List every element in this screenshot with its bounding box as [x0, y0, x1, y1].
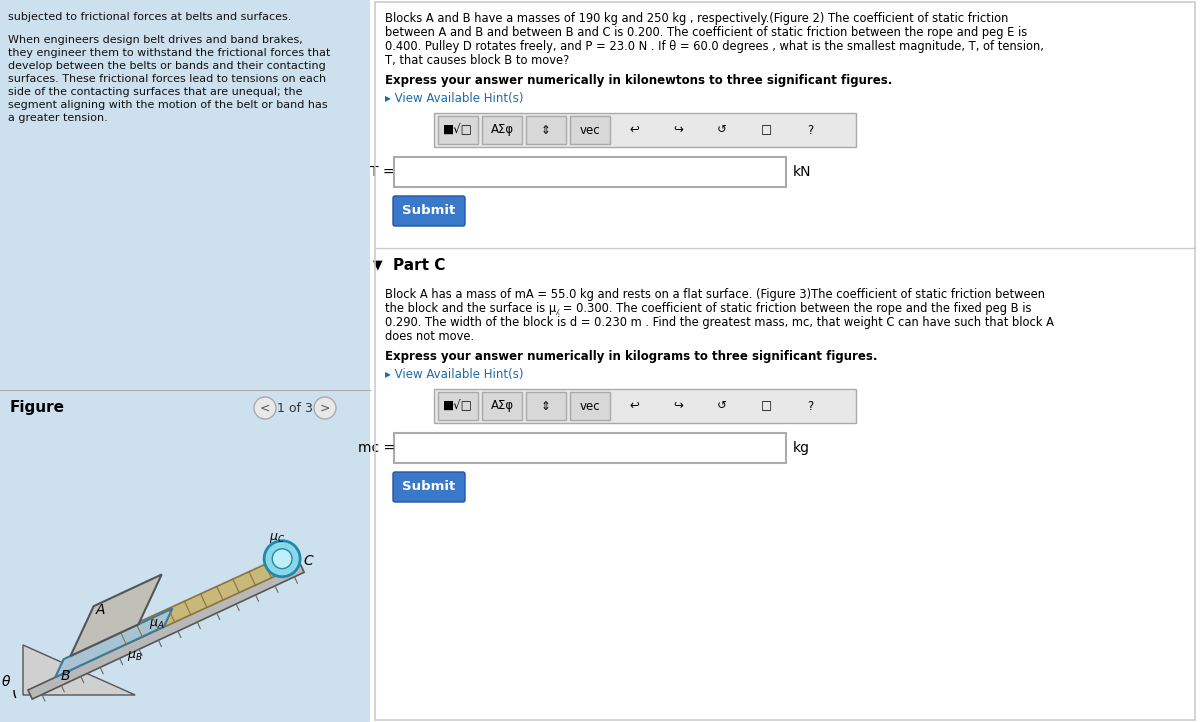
Polygon shape [71, 575, 162, 656]
Text: >: > [319, 401, 330, 414]
Text: mc =: mc = [358, 441, 395, 455]
Text: Express your answer numerically in kilonewtons to three significant figures.: Express your answer numerically in kilon… [385, 74, 893, 87]
Text: ■√□: ■√□ [443, 399, 473, 412]
Circle shape [254, 397, 276, 419]
Text: ⇕: ⇕ [541, 399, 551, 412]
Text: subjected to frictional forces at belts and surfaces.: subjected to frictional forces at belts … [8, 12, 292, 22]
FancyBboxPatch shape [526, 392, 566, 420]
FancyBboxPatch shape [438, 392, 478, 420]
Text: Express your answer numerically in kilograms to three significant figures.: Express your answer numerically in kilog… [385, 350, 877, 363]
Text: ↩: ↩ [629, 399, 638, 412]
Text: ■√□: ■√□ [443, 123, 473, 136]
Text: $\mu_C$: $\mu_C$ [269, 531, 286, 544]
Text: does not move.: does not move. [385, 330, 474, 343]
Text: AΣφ: AΣφ [491, 399, 514, 412]
Text: ?: ? [806, 399, 814, 412]
Text: Block A has a mass of mA = 55.0 kg and rests on a flat surface. (Figure 3)The co: Block A has a mass of mA = 55.0 kg and r… [385, 288, 1045, 301]
Text: ↪: ↪ [673, 399, 683, 412]
Text: ▸ View Available Hint(s): ▸ View Available Hint(s) [385, 368, 523, 381]
Text: a greater tension.: a greater tension. [8, 113, 108, 123]
FancyBboxPatch shape [0, 0, 370, 722]
Text: ↩: ↩ [629, 123, 638, 136]
Circle shape [264, 541, 300, 577]
FancyBboxPatch shape [570, 116, 610, 144]
FancyBboxPatch shape [482, 116, 522, 144]
Text: $\mu_A$: $\mu_A$ [149, 617, 164, 631]
Text: □: □ [761, 123, 772, 136]
FancyBboxPatch shape [526, 116, 566, 144]
FancyBboxPatch shape [394, 472, 466, 502]
Text: ⇕: ⇕ [541, 123, 551, 136]
FancyBboxPatch shape [370, 0, 1200, 722]
Polygon shape [28, 563, 304, 699]
Text: Part C: Part C [394, 258, 445, 273]
Text: A: A [96, 603, 106, 617]
Text: ↺: ↺ [718, 399, 727, 412]
Text: $\mu_B$: $\mu_B$ [127, 649, 143, 663]
Text: side of the contacting surfaces that are unequal; the: side of the contacting surfaces that are… [8, 87, 302, 97]
Text: Submit: Submit [402, 481, 456, 494]
FancyBboxPatch shape [434, 113, 856, 147]
Text: the block and the surface is μ⁁ = 0.300. The coefficient of static friction betw: the block and the surface is μ⁁ = 0.300.… [385, 302, 1032, 315]
Text: they engineer them to withstand the frictional forces that: they engineer them to withstand the fric… [8, 48, 330, 58]
FancyBboxPatch shape [394, 196, 466, 226]
FancyBboxPatch shape [482, 392, 522, 420]
Text: When engineers design belt drives and band brakes,: When engineers design belt drives and ba… [8, 35, 302, 45]
Text: kN: kN [793, 165, 811, 179]
Text: T =: T = [371, 165, 395, 179]
Text: 1 of 3: 1 of 3 [277, 401, 313, 414]
Text: B: B [60, 669, 70, 682]
Text: surfaces. These frictional forces lead to tensions on each: surfaces. These frictional forces lead t… [8, 74, 326, 84]
Text: □: □ [761, 399, 772, 412]
Text: ▸ View Available Hint(s): ▸ View Available Hint(s) [385, 92, 523, 105]
Text: between A and B and between B and C is 0.200. The coefficient of static friction: between A and B and between B and C is 0… [385, 26, 1027, 39]
Text: AΣφ: AΣφ [491, 123, 514, 136]
Text: develop between the belts or bands and their contacting: develop between the belts or bands and t… [8, 61, 325, 71]
Circle shape [314, 397, 336, 419]
Text: segment aligning with the motion of the belt or band has: segment aligning with the motion of the … [8, 100, 328, 110]
Text: kg: kg [793, 441, 810, 455]
FancyBboxPatch shape [394, 157, 786, 187]
Text: Submit: Submit [402, 204, 456, 217]
FancyBboxPatch shape [570, 392, 610, 420]
Text: ▼: ▼ [373, 258, 383, 271]
Text: C: C [304, 554, 313, 567]
Text: T, that causes block B to move?: T, that causes block B to move? [385, 54, 569, 67]
Text: ↪: ↪ [673, 123, 683, 136]
Text: <: < [259, 401, 270, 414]
FancyBboxPatch shape [434, 389, 856, 423]
FancyBboxPatch shape [394, 433, 786, 463]
Text: Figure: Figure [10, 400, 65, 415]
Text: ?: ? [806, 123, 814, 136]
Text: 0.400. Pulley D rotates freely, and P = 23.0 N . If θ = 60.0 degrees , what is t: 0.400. Pulley D rotates freely, and P = … [385, 40, 1044, 53]
Text: 0.290. The width of the block is d = 0.230 m . Find the greatest mass, mc, that : 0.290. The width of the block is d = 0.2… [385, 316, 1054, 329]
Text: Blocks A and B have a masses of 190 kg and 250 kg , respectively.(Figure 2) The : Blocks A and B have a masses of 190 kg a… [385, 12, 1008, 25]
Polygon shape [120, 557, 288, 644]
Text: ↺: ↺ [718, 123, 727, 136]
Text: vec: vec [580, 123, 600, 136]
Polygon shape [55, 609, 173, 677]
Text: vec: vec [580, 399, 600, 412]
Text: $\theta$: $\theta$ [1, 674, 11, 690]
Circle shape [272, 549, 292, 569]
FancyBboxPatch shape [438, 116, 478, 144]
Polygon shape [23, 645, 136, 695]
